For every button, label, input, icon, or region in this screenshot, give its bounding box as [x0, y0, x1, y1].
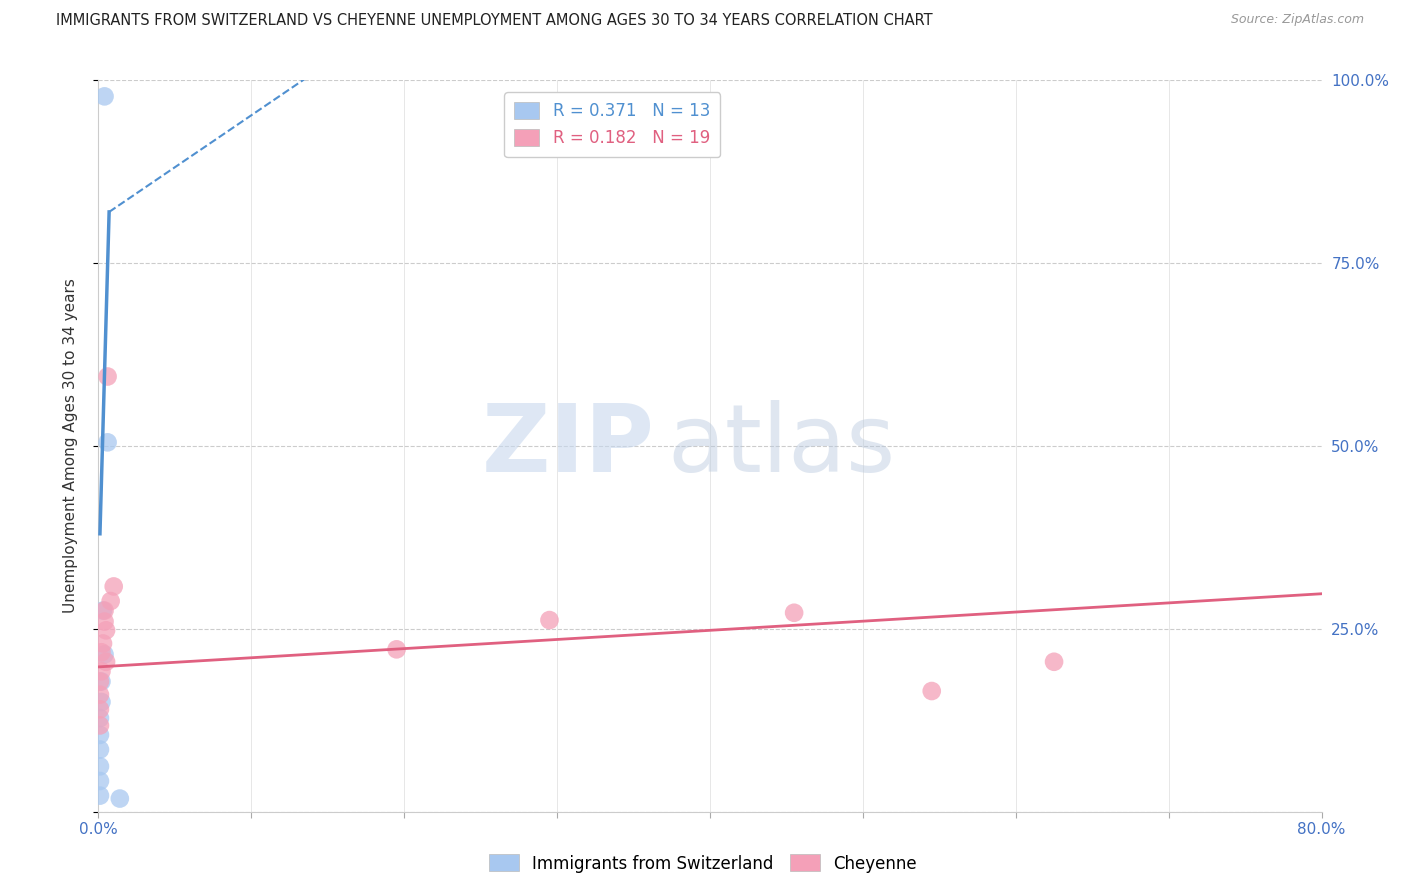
- Point: [93, 89, 115, 103]
- Point: [94, 624, 117, 638]
- Point: [1043, 655, 1066, 669]
- Point: [94, 655, 117, 669]
- Text: IMMIGRANTS FROM SWITZERLAND VS CHEYENNE UNEMPLOYMENT AMONG AGES 30 TO 34 YEARS C: IMMIGRANTS FROM SWITZERLAND VS CHEYENNE …: [56, 13, 932, 29]
- Point: [89, 759, 111, 773]
- Legend: Immigrants from Switzerland, Cheyenne: Immigrants from Switzerland, Cheyenne: [482, 847, 924, 880]
- Point: [90, 645, 112, 659]
- Point: [103, 579, 125, 593]
- Point: [89, 774, 111, 789]
- Point: [93, 648, 115, 662]
- Point: [89, 718, 111, 732]
- Point: [89, 674, 111, 689]
- Point: [89, 789, 111, 803]
- Point: [108, 791, 131, 805]
- Point: [538, 613, 561, 627]
- Point: [89, 702, 111, 716]
- Point: [921, 684, 943, 698]
- Text: Source: ZipAtlas.com: Source: ZipAtlas.com: [1230, 13, 1364, 27]
- Point: [783, 606, 806, 620]
- Point: [91, 603, 114, 617]
- Point: [385, 642, 408, 657]
- Point: [93, 603, 115, 617]
- Legend: R = 0.371   N = 13, R = 0.182   N = 19: R = 0.371 N = 13, R = 0.182 N = 19: [505, 92, 720, 157]
- Point: [90, 695, 112, 709]
- Point: [97, 369, 120, 384]
- Text: ZIP: ZIP: [482, 400, 655, 492]
- Text: atlas: atlas: [668, 400, 896, 492]
- Point: [89, 742, 111, 756]
- Point: [89, 688, 111, 702]
- Point: [90, 665, 112, 679]
- Point: [100, 594, 122, 608]
- Point: [91, 636, 114, 650]
- Point: [90, 674, 112, 689]
- Point: [89, 711, 111, 725]
- Point: [89, 728, 111, 742]
- Y-axis label: Unemployment Among Ages 30 to 34 years: Unemployment Among Ages 30 to 34 years: [63, 278, 77, 614]
- Point: [93, 615, 115, 629]
- Point: [97, 435, 120, 450]
